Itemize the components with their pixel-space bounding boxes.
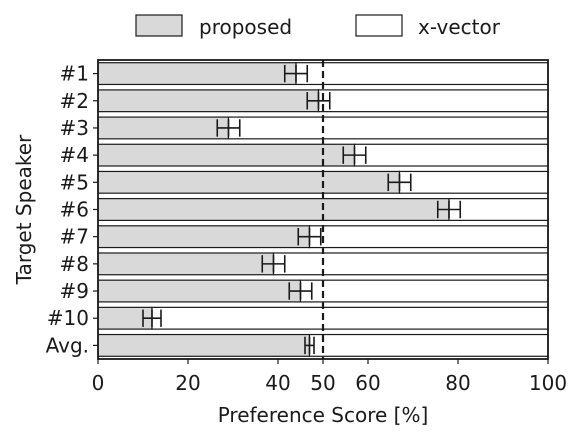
bar-proposed: [97, 252, 275, 276]
error-bar: [216, 119, 241, 137]
x-tick-label: 40: [265, 371, 290, 395]
error-bar: [304, 336, 315, 355]
y-tick-label: #9: [60, 279, 89, 303]
bar-x-vector: [299, 279, 549, 303]
bar-x-vector: [353, 143, 549, 167]
bar-proposed: [97, 62, 297, 86]
y-tick-label: Avg.: [46, 333, 89, 357]
x-tick-label: 0: [92, 371, 105, 395]
x-tick-label: 100: [529, 371, 567, 395]
bar-x-vector: [308, 333, 549, 357]
bar-x-vector: [308, 225, 549, 249]
y-tick-label: #5: [60, 170, 89, 194]
x-axis-ticks: 0 20 40 50 60 80 100: [92, 359, 567, 395]
y-tick-label: #4: [60, 143, 89, 167]
bar-x-vector: [272, 252, 549, 276]
bar-x-vector: [317, 89, 549, 113]
y-axis-label: Target Speaker: [12, 134, 36, 285]
legend-swatch-proposed: [135, 14, 183, 37]
bar-x-vector: [295, 62, 549, 86]
legend-label-x-vector: x-vector: [418, 15, 501, 39]
bar-proposed: [97, 143, 356, 167]
y-tick-label: #2: [60, 89, 89, 113]
y-axis-ticks: #1 #2 #3 #4 #5 #6 #7 #8 #9 #10 Avg.: [46, 62, 98, 357]
x-tick-label: 20: [175, 371, 200, 395]
bar-proposed: [97, 279, 302, 303]
error-bars-layer: [142, 64, 462, 355]
error-bar: [288, 282, 313, 300]
bar-proposed: [97, 170, 401, 194]
x-axis-label: Preference Score [%]: [218, 403, 429, 427]
error-bar: [436, 200, 462, 219]
x-tick-label: 80: [445, 371, 470, 395]
error-bar: [142, 309, 162, 327]
y-tick-label: #1: [60, 62, 89, 86]
bar-proposed: [97, 333, 311, 357]
legend-swatch-x-vector: [355, 14, 403, 37]
bar-x-vector: [227, 116, 549, 140]
bar-x-vector: [151, 306, 549, 330]
legend: proposed x-vector: [135, 14, 501, 39]
bar-proposed: [97, 198, 450, 221]
bar-proposed: [97, 116, 230, 140]
y-tick-label: #8: [60, 252, 89, 276]
error-bar: [261, 255, 286, 273]
y-tick-label: #3: [60, 116, 89, 140]
error-bar: [342, 146, 367, 164]
y-tick-label: #10: [47, 306, 89, 330]
y-tick-label: #7: [60, 225, 89, 249]
bar-x-vector: [398, 170, 549, 194]
bar-proposed: [97, 225, 311, 249]
x-tick-label: 50: [310, 371, 335, 395]
y-tick-label: #6: [60, 198, 89, 222]
bar-x-vector: [448, 198, 549, 221]
legend-label-proposed: proposed: [199, 15, 292, 39]
error-bar: [283, 64, 309, 83]
error-bar: [306, 92, 331, 110]
bar-proposed: [97, 89, 320, 113]
error-bar: [387, 173, 412, 192]
error-bar: [297, 227, 322, 246]
x-tick-label: 60: [355, 371, 380, 395]
